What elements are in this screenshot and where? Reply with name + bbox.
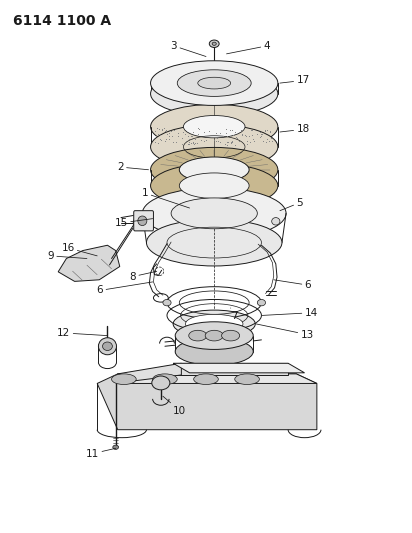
Text: 9: 9 xyxy=(47,251,87,261)
Text: 7: 7 xyxy=(231,308,237,321)
Text: 8: 8 xyxy=(129,271,157,281)
Ellipse shape xyxy=(103,342,112,351)
Text: 3: 3 xyxy=(171,41,206,56)
FancyBboxPatch shape xyxy=(134,211,153,231)
Ellipse shape xyxy=(150,125,278,169)
Ellipse shape xyxy=(152,376,170,390)
Ellipse shape xyxy=(146,219,282,266)
Text: 13: 13 xyxy=(256,324,314,340)
Ellipse shape xyxy=(98,338,117,355)
Text: 6: 6 xyxy=(97,282,152,295)
Ellipse shape xyxy=(209,40,219,47)
Polygon shape xyxy=(58,245,120,281)
Ellipse shape xyxy=(258,300,266,306)
Ellipse shape xyxy=(212,42,216,45)
Polygon shape xyxy=(173,364,288,375)
Ellipse shape xyxy=(175,322,253,350)
Text: 11: 11 xyxy=(86,448,116,458)
Ellipse shape xyxy=(150,61,278,106)
Ellipse shape xyxy=(143,188,286,239)
Ellipse shape xyxy=(150,71,278,116)
Ellipse shape xyxy=(138,216,147,225)
Ellipse shape xyxy=(113,445,119,449)
Ellipse shape xyxy=(189,330,207,341)
Polygon shape xyxy=(97,374,317,430)
Text: 4: 4 xyxy=(227,41,270,54)
Text: 17: 17 xyxy=(280,76,309,85)
Ellipse shape xyxy=(272,217,280,225)
Ellipse shape xyxy=(222,330,240,341)
Ellipse shape xyxy=(152,374,177,384)
Text: 6114 1100 A: 6114 1100 A xyxy=(13,14,111,28)
Polygon shape xyxy=(118,374,317,383)
Ellipse shape xyxy=(171,198,258,229)
Ellipse shape xyxy=(179,157,249,182)
Text: 2: 2 xyxy=(117,162,148,172)
Ellipse shape xyxy=(173,310,255,338)
Text: 10: 10 xyxy=(163,396,186,416)
Text: 15: 15 xyxy=(115,218,152,228)
Text: 18: 18 xyxy=(280,124,309,134)
Ellipse shape xyxy=(179,173,249,198)
Ellipse shape xyxy=(133,215,151,230)
Polygon shape xyxy=(173,364,304,373)
Ellipse shape xyxy=(183,116,245,138)
Polygon shape xyxy=(118,364,181,383)
Ellipse shape xyxy=(177,70,251,96)
Text: 5: 5 xyxy=(280,198,303,211)
Ellipse shape xyxy=(205,330,223,341)
Ellipse shape xyxy=(112,374,136,384)
Text: 14: 14 xyxy=(262,308,318,318)
Text: 6: 6 xyxy=(274,280,311,290)
Ellipse shape xyxy=(185,314,243,334)
Ellipse shape xyxy=(194,374,218,384)
Ellipse shape xyxy=(198,77,231,89)
Ellipse shape xyxy=(150,148,278,192)
Ellipse shape xyxy=(150,164,278,208)
Text: 1: 1 xyxy=(142,188,190,208)
Ellipse shape xyxy=(163,300,171,306)
Text: 16: 16 xyxy=(61,243,97,256)
Ellipse shape xyxy=(235,374,260,384)
Ellipse shape xyxy=(175,338,253,366)
Text: 12: 12 xyxy=(57,328,108,338)
Ellipse shape xyxy=(150,104,278,149)
